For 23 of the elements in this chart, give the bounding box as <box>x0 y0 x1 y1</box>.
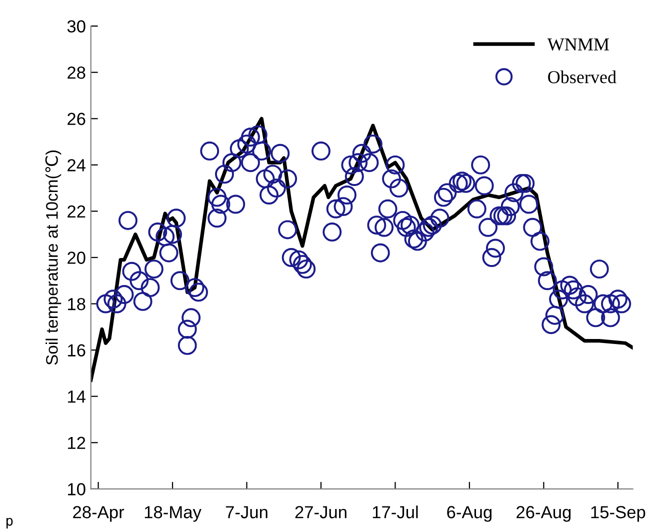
x-tick-label: 6-Aug <box>447 506 492 522</box>
text: p <box>6 518 13 529</box>
y-tick-label: 24 <box>68 159 86 172</box>
x-tick-label: 15-Sep <box>591 506 646 522</box>
x-tick-label: 27-Jun <box>295 506 346 518</box>
y-tick-label: 22 <box>68 205 86 218</box>
y-tick-label: 18 <box>68 298 86 310</box>
x-tick-label: 28-Apr <box>73 506 124 522</box>
y-tick-label: 20 <box>68 252 86 264</box>
x-tick-label: 18-May <box>144 506 202 522</box>
y-tick-label: 14 <box>68 390 86 403</box>
y-tick-label: 16 <box>68 344 86 357</box>
y-axis-title: Soil temperature at 10cm(℃) <box>45 150 62 365</box>
y-tick-label: 10 <box>68 483 86 496</box>
y-tick-label: 30 <box>67 20 86 33</box>
y-tick-label: 28 <box>68 66 86 79</box>
x-tick-label: 7-Jun <box>226 506 268 518</box>
y-tick-label: 12 <box>68 436 86 449</box>
y-tick-label: 26 <box>68 112 86 126</box>
legend-label: Observed <box>548 70 616 84</box>
legend-label: WNMM <box>547 38 609 51</box>
x-tick-label: 26-Aug <box>516 506 571 522</box>
x-tick-label: 17-Jul <box>372 506 418 518</box>
